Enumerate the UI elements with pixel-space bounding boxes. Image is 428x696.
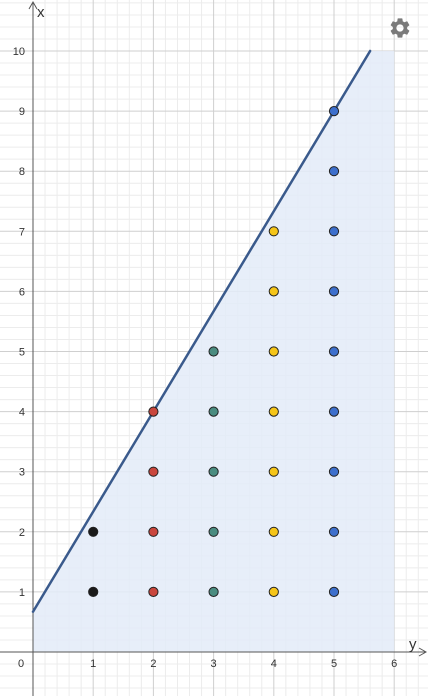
data-point[interactable] [328,226,340,237]
data-point[interactable] [268,226,279,237]
x-tick-label: 0 [18,658,24,670]
data-point[interactable] [208,406,219,417]
data-point[interactable] [208,346,219,357]
data-point[interactable] [268,526,279,537]
data-point[interactable] [208,526,219,537]
data-point[interactable] [328,166,340,177]
y-tick-label: 5 [19,347,25,359]
x-tick-label: 4 [271,658,277,670]
data-point[interactable] [268,286,279,297]
data-point[interactable] [328,526,340,537]
gear-icon [390,18,410,38]
data-point[interactable] [268,346,279,357]
y-tick-label: 4 [19,407,25,419]
data-point[interactable] [148,586,159,598]
data-point[interactable] [268,406,279,417]
y-axis-label: x [37,4,45,21]
data-point[interactable] [328,466,340,477]
boundary-line-segment [31,49,372,613]
data-point[interactable] [328,106,340,117]
x-tick-label: 3 [211,658,217,670]
data-point[interactable] [88,586,99,598]
data-point[interactable] [328,346,340,357]
data-point[interactable] [328,406,340,417]
data-point[interactable] [268,586,279,598]
y-tick-label: 6 [19,286,25,298]
settings-button[interactable] [386,14,414,42]
data-point[interactable] [208,466,219,477]
data-points [88,106,340,598]
data-point[interactable] [88,526,99,537]
horizontal-axis-arrow [418,647,428,657]
y-tick-label: 8 [19,166,25,178]
x-tick-label: 2 [150,658,156,670]
data-point[interactable] [328,286,340,297]
y-tick-label: 10 [13,46,25,58]
data-point[interactable] [148,526,159,537]
boundary-line [31,49,372,613]
data-point[interactable] [208,586,219,598]
y-tick-label: 1 [19,587,25,599]
vertical-axis-arrow [28,0,38,10]
y-tick-label: 9 [19,106,25,118]
x-tick-label: 6 [391,658,397,670]
y-tick-label: 7 [19,226,25,238]
y-tick-label: 3 [19,467,25,479]
data-point[interactable] [148,406,159,417]
data-point[interactable] [148,466,159,477]
data-point[interactable] [328,586,340,598]
data-point[interactable] [268,466,279,477]
x-tick-label: 1 [90,658,96,670]
x-tick-label: 5 [331,658,337,670]
tick-labels: 0 1 2 3 4 5 6 1 2 3 4 5 6 7 8 9 10 [13,46,398,670]
x-axis-label: y [409,636,417,653]
y-tick-label: 2 [19,527,25,539]
